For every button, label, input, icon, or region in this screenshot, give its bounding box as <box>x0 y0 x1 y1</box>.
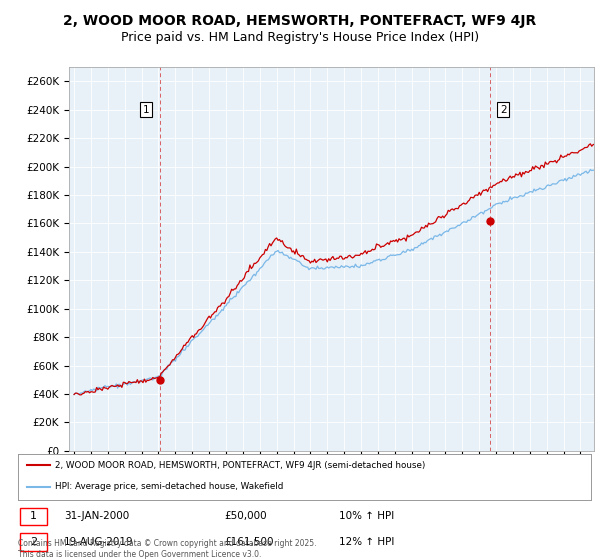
FancyBboxPatch shape <box>20 507 47 525</box>
Text: 2: 2 <box>500 105 506 115</box>
Text: 31-JAN-2000: 31-JAN-2000 <box>64 511 129 521</box>
Text: Price paid vs. HM Land Registry's House Price Index (HPI): Price paid vs. HM Land Registry's House … <box>121 31 479 44</box>
Text: Contains HM Land Registry data © Crown copyright and database right 2025.
This d: Contains HM Land Registry data © Crown c… <box>18 539 317 559</box>
Text: 1: 1 <box>30 511 37 521</box>
Text: £50,000: £50,000 <box>224 511 267 521</box>
Text: 10% ↑ HPI: 10% ↑ HPI <box>339 511 394 521</box>
FancyBboxPatch shape <box>20 533 47 551</box>
Text: £161,500: £161,500 <box>224 537 274 547</box>
Text: HPI: Average price, semi-detached house, Wakefield: HPI: Average price, semi-detached house,… <box>55 482 284 491</box>
Text: 2, WOOD MOOR ROAD, HEMSWORTH, PONTEFRACT, WF9 4JR: 2, WOOD MOOR ROAD, HEMSWORTH, PONTEFRACT… <box>64 14 536 28</box>
Text: 12% ↑ HPI: 12% ↑ HPI <box>339 537 394 547</box>
Text: 19-AUG-2019: 19-AUG-2019 <box>64 537 133 547</box>
Text: 2: 2 <box>30 537 37 547</box>
Text: 1: 1 <box>143 105 149 115</box>
Text: 2, WOOD MOOR ROAD, HEMSWORTH, PONTEFRACT, WF9 4JR (semi-detached house): 2, WOOD MOOR ROAD, HEMSWORTH, PONTEFRACT… <box>55 460 425 470</box>
